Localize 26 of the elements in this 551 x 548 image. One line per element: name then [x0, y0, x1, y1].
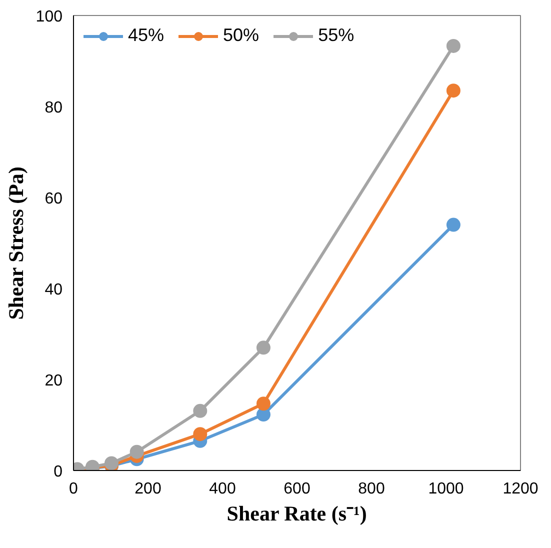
x-tick-label: 200 — [134, 480, 162, 498]
x-tick-label: 0 — [69, 480, 78, 498]
x-tick-label: 400 — [209, 480, 236, 498]
y-tick-label: 100 — [36, 8, 63, 26]
point — [193, 427, 208, 442]
legend-label: 55% — [318, 25, 354, 46]
x-axis-title: Shear Rate (s⁻¹) — [226, 502, 367, 526]
y-tick-label: 40 — [44, 282, 63, 298]
y-tick-label: 20 — [44, 372, 63, 390]
point — [446, 218, 460, 232]
point — [446, 39, 460, 53]
point — [446, 84, 460, 98]
y-axis-title: Shear Stress (Pa) — [4, 166, 28, 320]
legend-label: 45% — [128, 25, 164, 46]
y-tick-label: 0 — [54, 464, 63, 480]
y-tick-label: 60 — [44, 190, 63, 208]
point — [256, 396, 270, 411]
x-tick-label: 800 — [358, 480, 385, 498]
x-tick-label: 1000 — [428, 480, 464, 498]
point — [256, 340, 270, 355]
x-tick-label: 1200 — [502, 480, 538, 498]
legend-label: 50% — [223, 25, 260, 46]
y-tick-label: 80 — [44, 100, 63, 116]
x-tick-label: 600 — [284, 480, 310, 498]
point — [193, 404, 208, 418]
point — [130, 444, 144, 459]
